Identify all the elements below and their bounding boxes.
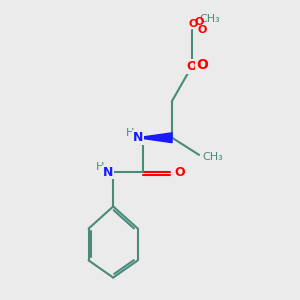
Text: O: O xyxy=(174,166,185,178)
Text: H: H xyxy=(95,162,104,172)
Text: CH₃: CH₃ xyxy=(199,14,220,24)
Text: H: H xyxy=(126,128,135,138)
Text: N: N xyxy=(133,131,143,144)
Text: N: N xyxy=(103,166,113,178)
Text: O: O xyxy=(196,58,208,72)
Polygon shape xyxy=(142,133,172,142)
Text: O: O xyxy=(198,25,207,35)
Text: CH₃: CH₃ xyxy=(203,152,224,162)
Text: O: O xyxy=(186,60,197,73)
Text: O: O xyxy=(198,60,208,73)
Text: O: O xyxy=(188,19,198,28)
Text: O: O xyxy=(194,17,203,27)
